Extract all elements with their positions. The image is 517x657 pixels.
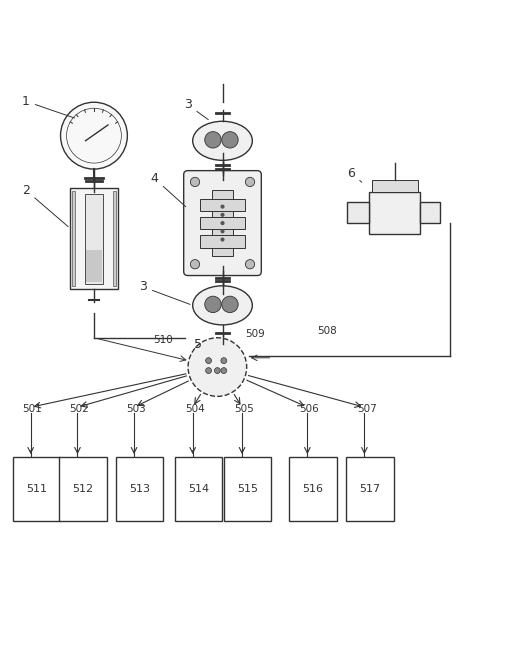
Bar [85, 194, 103, 284]
Text: 511: 511 [26, 484, 47, 494]
Bar [290, 457, 337, 522]
Bar [175, 457, 222, 522]
Text: 4: 4 [150, 172, 186, 207]
Bar [114, 191, 116, 286]
Circle shape [190, 177, 200, 187]
Text: 503: 503 [126, 404, 146, 415]
Circle shape [222, 296, 238, 313]
Bar [86, 250, 102, 283]
Bar [200, 217, 246, 229]
Bar [420, 202, 440, 223]
Text: 507: 507 [357, 404, 376, 415]
Text: 3: 3 [139, 281, 190, 304]
Bar [70, 189, 117, 288]
Bar [200, 198, 246, 211]
Bar [116, 457, 163, 522]
Circle shape [246, 177, 255, 187]
Circle shape [220, 237, 224, 242]
Circle shape [220, 229, 224, 233]
Bar [372, 181, 418, 192]
Circle shape [215, 368, 220, 374]
Text: 5: 5 [194, 338, 202, 351]
Text: 515: 515 [237, 484, 258, 494]
Bar [224, 457, 271, 522]
Circle shape [60, 102, 127, 169]
Circle shape [190, 260, 200, 269]
Text: 510: 510 [154, 335, 173, 345]
Bar [346, 457, 394, 522]
Text: 6: 6 [347, 167, 362, 182]
Circle shape [221, 357, 227, 363]
Text: 514: 514 [188, 484, 209, 494]
Text: 3: 3 [184, 99, 208, 120]
Text: 516: 516 [302, 484, 324, 494]
Ellipse shape [193, 286, 252, 325]
Bar [72, 191, 75, 286]
Text: 512: 512 [72, 484, 94, 494]
Bar [212, 191, 233, 256]
Circle shape [205, 296, 221, 313]
Bar [59, 457, 107, 522]
Text: 505: 505 [234, 404, 253, 415]
Circle shape [246, 260, 255, 269]
Text: 504: 504 [185, 404, 205, 415]
Text: 506: 506 [300, 404, 320, 415]
Circle shape [206, 368, 211, 374]
Text: 502: 502 [69, 404, 89, 415]
Text: 509: 509 [246, 329, 265, 339]
Circle shape [222, 131, 238, 148]
Circle shape [221, 368, 227, 374]
Text: 1: 1 [22, 95, 74, 118]
Circle shape [205, 131, 221, 148]
Circle shape [188, 338, 247, 396]
Bar [200, 235, 246, 248]
Ellipse shape [193, 122, 252, 160]
Bar [347, 202, 369, 223]
Text: 2: 2 [22, 184, 68, 227]
Text: 508: 508 [317, 326, 337, 336]
Text: 517: 517 [359, 484, 381, 494]
Circle shape [206, 357, 211, 363]
Circle shape [220, 213, 224, 217]
Bar [13, 457, 60, 522]
Circle shape [220, 204, 224, 209]
Text: 501: 501 [22, 404, 42, 415]
FancyBboxPatch shape [184, 171, 261, 275]
Text: 513: 513 [129, 484, 150, 494]
Circle shape [220, 221, 224, 225]
Bar [369, 192, 420, 234]
